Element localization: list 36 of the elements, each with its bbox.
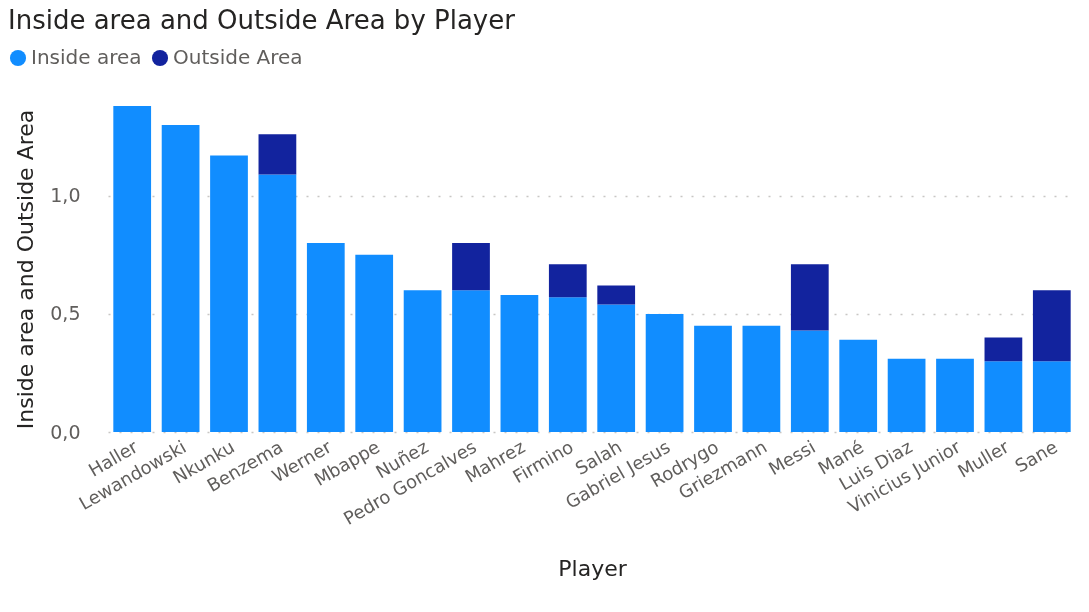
bar [355,254,394,432]
bar [1032,361,1071,432]
chart-title: Inside area and Outside Area by Player [8,5,516,35]
x-axis-title: Player [558,556,628,582]
bar [597,304,636,432]
bar [548,297,587,432]
bar [597,285,636,305]
bar [548,264,587,298]
legend-label: Inside area [31,45,142,69]
bar [790,330,829,432]
y-tick-label: 0,0 [50,420,81,443]
bar [403,290,442,432]
legend-label: Outside Area [173,45,303,69]
bar [113,106,152,432]
x-tick-label: Sane [1011,435,1061,477]
bar [839,339,878,432]
y-tick-label: 0,5 [50,302,81,325]
bar [645,313,684,432]
bar [161,124,200,432]
bar [1032,290,1071,362]
bar [984,361,1023,432]
bar [887,358,926,432]
bar [258,134,297,175]
bar [984,337,1023,362]
bar [694,325,732,432]
bar [790,264,829,331]
bar [452,243,490,291]
y-tick-label: 1,0 [50,184,81,207]
y-axis-title: Inside area and Outside Area [13,109,39,430]
bar [210,155,248,432]
bar [936,358,974,432]
bar [258,174,297,432]
bar [452,290,490,432]
bar [742,325,781,432]
bar [306,243,345,432]
bar [500,294,539,432]
